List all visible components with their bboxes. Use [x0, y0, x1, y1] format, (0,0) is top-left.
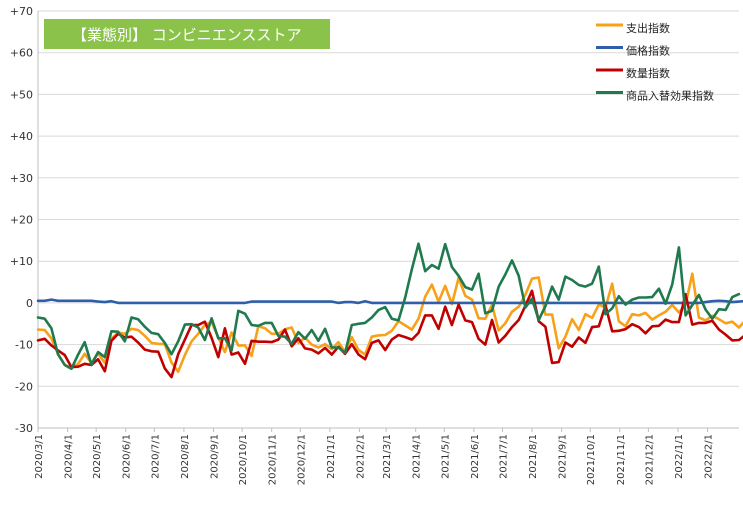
y-tick-label: +10	[10, 255, 33, 268]
legend-label: 商品入替効果指数	[626, 89, 714, 103]
y-tick-label: +70	[10, 5, 33, 18]
y-tick-label: -20	[15, 380, 33, 393]
series-line-3	[36, 242, 741, 371]
y-tick-label: +50	[10, 88, 33, 101]
series-line-2	[36, 289, 743, 379]
legend-item: 数量指数	[596, 66, 670, 80]
x-tick-label: 2021/4/1	[412, 434, 423, 479]
x-tick-label: 2020/10/1	[238, 434, 249, 485]
y-tick-labels: -30 -20 -10 0 +10 +20 +30 +40 +50 +60 +70	[10, 5, 33, 435]
x-tick-label: 2020/8/1	[180, 434, 191, 479]
chart-title-background	[44, 19, 330, 49]
x-tick-label: 2021/11/1	[616, 434, 627, 485]
series-lines	[36, 242, 743, 379]
x-tick-labels: 2020/3/1 2020/4/1 2020/5/1 2020/6/1 2020/7/1…	[34, 428, 715, 485]
x-tick-label: 2020/9/1	[209, 434, 220, 479]
x-tick-label: 2021/12/1	[644, 434, 655, 485]
legend-item: 支出指数	[596, 21, 670, 35]
x-tick-label: 2020/11/1	[268, 434, 279, 485]
x-tick-label: 2021/9/1	[558, 434, 569, 479]
legend-item: 商品入替効果指数	[596, 89, 714, 103]
legend-label: 数量指数	[626, 66, 670, 80]
x-tick-label: 2021/6/1	[470, 434, 481, 479]
x-tick-label: 2022/1/1	[674, 434, 685, 479]
series-line-0	[36, 272, 743, 374]
legend-label: 支出指数	[626, 21, 670, 35]
y-tick-label: +40	[10, 130, 33, 143]
chart-title-box: 【業態別】 コンビニエンスストア	[44, 19, 330, 49]
y-tick-label: -30	[15, 422, 33, 435]
x-tick-label: 2020/3/1	[34, 434, 45, 479]
x-tick-label: 2020/12/1	[296, 434, 307, 485]
x-tick-label: 2021/7/1	[498, 434, 509, 479]
y-tick-label: 0	[26, 297, 33, 310]
x-tick-label: 2020/6/1	[122, 434, 133, 479]
legend-label: 価格指数	[626, 44, 670, 58]
x-tick-label: 2021/5/1	[440, 434, 451, 479]
y-tick-label: +30	[10, 172, 33, 185]
x-tick-label: 2021/1/1	[326, 434, 337, 479]
x-tick-label: 2021/2/1	[355, 434, 366, 479]
x-tick-label: 2021/3/1	[382, 434, 393, 479]
y-tick-label: -10	[15, 339, 33, 352]
x-tick-label: 2020/7/1	[150, 434, 161, 479]
x-tick-label: 2021/8/1	[528, 434, 539, 479]
y-tick-label: +20	[10, 214, 33, 227]
y-tick-label: +60	[10, 47, 33, 60]
x-tick-label: 2020/5/1	[92, 434, 103, 479]
x-tick-label: 2020/4/1	[64, 434, 75, 479]
chart-title: 【業態別】 コンビニエンスストア	[72, 26, 301, 44]
x-tick-label: 2021/10/1	[586, 434, 597, 485]
legend-item: 価格指数	[596, 44, 670, 58]
series-line-1	[36, 298, 743, 305]
x-tick-label: 2022/2/1	[704, 434, 715, 479]
